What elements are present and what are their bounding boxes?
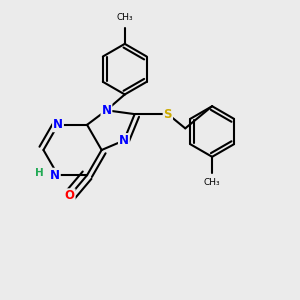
Text: O: O xyxy=(65,189,75,202)
Text: CH₃: CH₃ xyxy=(204,178,220,187)
Text: H: H xyxy=(35,168,44,178)
Text: S: S xyxy=(164,108,172,121)
Text: N: N xyxy=(50,169,60,182)
Text: N: N xyxy=(53,118,63,131)
Text: N: N xyxy=(119,134,129,147)
Text: N: N xyxy=(101,104,111,117)
Text: CH₃: CH₃ xyxy=(116,14,133,22)
